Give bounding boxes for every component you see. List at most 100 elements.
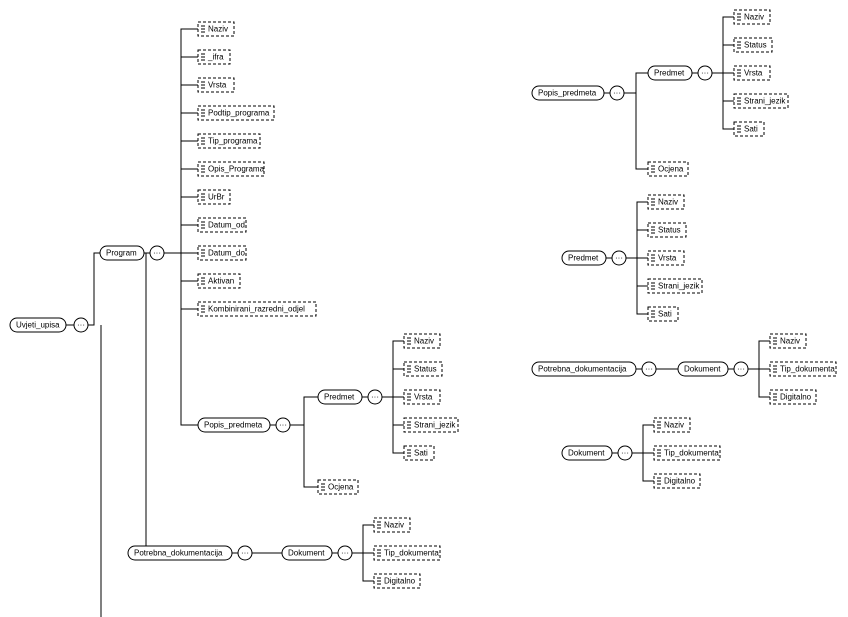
element-node: Potrebna_dokumentacija	[128, 546, 232, 560]
svg-text:···: ···	[645, 365, 653, 374]
attribute-node: Vrsta	[198, 78, 234, 92]
sequence-indicator: ···	[368, 390, 382, 404]
node-label: Tip_dokumenta	[780, 365, 835, 374]
attribute-node: Status	[648, 223, 686, 237]
edge	[624, 93, 648, 169]
attribute-node: Datum_do	[198, 246, 246, 260]
attribute-node: Naziv	[374, 518, 410, 532]
node-label: Potrebna_dokumentacija	[134, 549, 223, 558]
sequence-indicator: ···	[642, 362, 656, 376]
svg-text:···: ···	[371, 393, 379, 402]
edge	[290, 397, 318, 425]
node-label: Potrebna_dokumentacija	[538, 365, 627, 374]
element-node: Dokument	[282, 546, 332, 560]
element-node: Predmet	[318, 390, 362, 404]
node-label: Tip_programa	[208, 137, 258, 146]
node-label: Naziv	[208, 25, 228, 34]
attribute-node: Digitalno	[654, 474, 700, 488]
element-node: Predmet	[648, 66, 692, 80]
attribute-node: Naziv	[734, 10, 770, 24]
attribute-node: Digitalno	[770, 390, 816, 404]
element-node: Predmet	[562, 251, 606, 265]
node-label: Predmet	[654, 69, 685, 78]
node-label: Datum_od	[208, 221, 245, 230]
node-label: Dokument	[288, 549, 325, 558]
attribute-node: Strani_jezik	[648, 279, 702, 293]
sequence-indicator: ···	[612, 251, 626, 265]
xsd-tree-diagram: Uvjeti_upisa ··· Program ··· Naziv _ifra Vrsta…	[0, 0, 848, 617]
element-node: Popis_predmeta	[198, 418, 270, 432]
attribute-node: Vrsta	[734, 66, 770, 80]
element-node: Uvjeti_upisa	[10, 318, 66, 332]
edge	[290, 425, 318, 487]
node-label: Status	[744, 41, 767, 50]
node-label: Digitalno	[780, 393, 812, 402]
attribute-node: Status	[734, 38, 772, 52]
svg-text:···: ···	[241, 549, 249, 558]
node-label: Naziv	[384, 521, 404, 530]
attribute-node: Naziv	[654, 418, 690, 432]
node-label: Status	[658, 226, 681, 235]
node-label: _ifra	[207, 53, 224, 62]
svg-text:···: ···	[737, 365, 745, 374]
svg-text:···: ···	[613, 89, 621, 98]
element-node: Program	[100, 246, 144, 260]
element-node: Potrebna_dokumentacija	[532, 362, 636, 376]
attribute-node: Opis_Programa	[198, 162, 265, 176]
attribute-node: Tip_dokumenta	[374, 546, 440, 560]
attribute-node: Ocjena	[318, 480, 358, 494]
node-label: Dokument	[568, 449, 605, 458]
edge	[632, 425, 654, 453]
attribute-node: Strani_jezik	[734, 94, 788, 108]
node-label: Naziv	[658, 198, 678, 207]
attribute-node: Vrsta	[648, 251, 684, 265]
attribute-node: Naziv	[770, 334, 806, 348]
attribute-node: Digitalno	[374, 574, 420, 588]
node-label: Ocjena	[658, 165, 684, 174]
svg-text:···: ···	[701, 69, 709, 78]
node-label: Strani_jezik	[658, 282, 700, 291]
edge	[632, 453, 654, 481]
node-label: Strani_jezik	[744, 97, 786, 106]
node-label: Vrsta	[744, 69, 763, 78]
element-node: Dokument	[562, 446, 612, 460]
sequence-indicator: ···	[276, 418, 290, 432]
node-label: Naziv	[780, 337, 800, 346]
node-label: Vrsta	[208, 81, 227, 90]
node-label: Predmet	[568, 254, 599, 263]
attribute-node: Tip_programa	[198, 134, 260, 148]
element-node: Dokument	[678, 362, 728, 376]
edge	[382, 369, 404, 397]
node-label: Ocjena	[328, 483, 354, 492]
attribute-node: Strani_jezik	[404, 418, 458, 432]
attribute-node: Datum_od	[198, 218, 246, 232]
attribute-node: Sati	[648, 307, 678, 321]
attribute-node: Ocjena	[648, 162, 688, 176]
edge	[128, 253, 164, 553]
attribute-node: Vrsta	[404, 390, 440, 404]
edge	[624, 73, 648, 93]
attribute-node: Kombinirani_razredni_odjel	[198, 302, 316, 316]
node-label: Naziv	[414, 337, 434, 346]
node-label: Predmet	[324, 393, 355, 402]
attribute-node: UrBr	[198, 190, 230, 204]
node-label: Aktivan	[208, 277, 234, 286]
node-label: Sati	[744, 125, 758, 134]
attribute-node: Podtip_programa	[198, 106, 274, 120]
node-label: Program	[106, 249, 137, 258]
attribute-node: Tip_dokumenta	[654, 446, 720, 460]
edge	[626, 230, 648, 258]
node-label: Popis_predmeta	[204, 421, 263, 430]
node-label: Tip_dokumenta	[664, 449, 719, 458]
node-label: Popis_predmeta	[538, 89, 597, 98]
element-node: Popis_predmeta	[532, 86, 604, 100]
attribute-node: Naziv	[648, 195, 684, 209]
svg-text:···: ···	[615, 254, 623, 263]
sequence-indicator: ···	[610, 86, 624, 100]
node-label: Digitalno	[384, 577, 416, 586]
sequence-indicator: ···	[734, 362, 748, 376]
node-label: Status	[414, 365, 437, 374]
node-label: Tip_dokumenta	[384, 549, 439, 558]
node-label: Digitalno	[664, 477, 696, 486]
node-label: Sati	[658, 310, 672, 319]
